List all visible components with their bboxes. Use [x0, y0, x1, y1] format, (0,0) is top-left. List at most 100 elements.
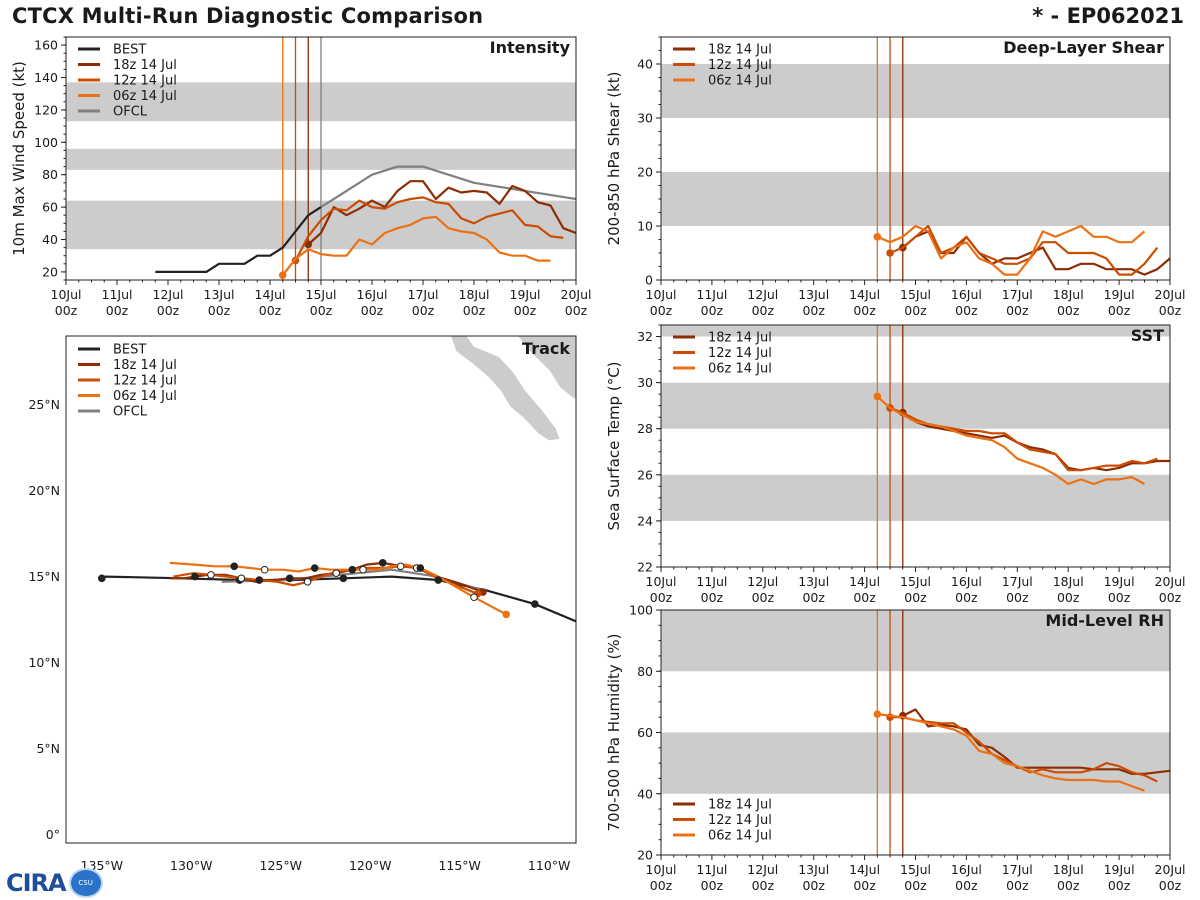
x-tick-label-date: 12Jul: [747, 862, 778, 877]
legend-label: 18z 14 Jul: [113, 58, 177, 73]
x-tick-label-hour: 00z: [208, 303, 231, 318]
main-title: CTCX Multi-Run Diagnostic Comparison: [12, 4, 484, 28]
y-tick-label: 60: [42, 200, 58, 215]
x-tick-label-date: 17Jul: [1002, 862, 1033, 877]
legend-label: 18z 14 Jul: [708, 331, 772, 346]
track-point-marker: [339, 574, 348, 583]
x-tick-label-date: 17Jul: [1002, 574, 1033, 589]
x-tick-label-date: 13Jul: [798, 862, 829, 877]
track-point-marker: [285, 574, 294, 583]
series-line: [281, 215, 551, 276]
x-tick-label-hour: 00z: [412, 303, 435, 318]
x-tick-label-date: 20Jul: [1155, 287, 1186, 302]
x-tick-label-date: 20Jul: [1155, 574, 1186, 589]
x-tick-label-date: 18Jul: [1053, 574, 1084, 589]
x-tick-label-date: 17Jul: [1002, 287, 1033, 302]
x-tick-label-date: 11Jul: [696, 862, 727, 877]
x-tick-label-hour: 00z: [752, 878, 775, 893]
y-tick-label: 20: [637, 848, 653, 863]
lat-tick-label: 0°: [46, 827, 60, 842]
lon-tick-label: 110°W: [528, 858, 570, 873]
lon-tick-label: 130°W: [170, 858, 212, 873]
x-tick-label-hour: 00z: [802, 590, 825, 605]
x-tick-label-date: 20Jul: [1155, 862, 1186, 877]
x-tick-label-hour: 00z: [1159, 303, 1182, 318]
y-tick-label: 26: [637, 467, 653, 482]
x-tick-label-date: 16Jul: [951, 287, 982, 302]
land-baja-california: [450, 336, 561, 442]
x-tick-label-hour: 00z: [1108, 303, 1131, 318]
lat-tick-label: 15°N: [28, 569, 60, 584]
y-axis-label: Sea Surface Temp (°C): [605, 361, 623, 530]
x-tick-label-date: 18Jul: [1053, 287, 1084, 302]
track-point-marker: [303, 577, 312, 586]
legend-label: 18z 14 Jul: [708, 43, 772, 58]
x-tick-label-date: 15Jul: [900, 862, 931, 877]
x-tick-label-hour: 00z: [650, 590, 673, 605]
track-line: [169, 561, 507, 616]
series-line: [902, 708, 1170, 775]
y-tick-label: 80: [42, 167, 58, 182]
x-tick-label-date: 19Jul: [1104, 862, 1135, 877]
x-tick-label-date: 11Jul: [102, 287, 133, 302]
x-tick-label-date: 15Jul: [900, 287, 931, 302]
threshold-band: [661, 172, 1170, 226]
csu-badge-icon: CSU: [68, 868, 103, 898]
y-tick-label: 140: [34, 70, 58, 85]
series-start-marker: [278, 271, 287, 279]
intensity-panel: 2040608010012014016010Jul00z11Jul00z12Ju…: [10, 36, 592, 318]
y-tick-label: 100: [34, 135, 58, 150]
panel-title: SST: [1131, 326, 1164, 345]
track-point-marker: [191, 572, 199, 581]
lat-tick-label: 20°N: [28, 483, 60, 498]
x-tick-label-date: 14Jul: [849, 862, 880, 877]
track-point-marker: [97, 574, 106, 583]
legend-label: 06z 14 Jul: [113, 89, 177, 104]
track-point-marker: [237, 574, 246, 583]
x-tick-label-hour: 00z: [1006, 303, 1029, 318]
track-point-marker: [359, 565, 367, 574]
x-tick-label-date: 11Jul: [696, 287, 727, 302]
x-tick-label-hour: 00z: [106, 303, 129, 318]
x-tick-label-hour: 00z: [853, 590, 876, 605]
y-tick-label: 120: [34, 102, 58, 117]
x-tick-label-hour: 00z: [157, 303, 180, 318]
sst-panel: 22242628303210Jul00z11Jul00z12Jul00z13Ju…: [605, 324, 1186, 605]
track-point-marker: [207, 571, 215, 579]
x-tick-label-hour: 00z: [904, 878, 927, 893]
x-tick-label-hour: 00z: [701, 590, 724, 605]
x-tick-label-hour: 00z: [1006, 590, 1029, 605]
x-tick-label-date: 14Jul: [849, 574, 880, 589]
x-tick-label-hour: 00z: [650, 303, 673, 318]
x-tick-label-hour: 00z: [802, 878, 825, 893]
threshold-band: [661, 610, 1170, 672]
track-point-marker: [260, 565, 269, 574]
y-tick-label: 28: [637, 421, 653, 436]
x-tick-label-hour: 00z: [1159, 878, 1182, 893]
x-tick-label-date: 16Jul: [951, 862, 982, 877]
x-tick-label-hour: 00z: [955, 590, 978, 605]
x-tick-label-hour: 00z: [1057, 303, 1080, 318]
storm-id: * - EP062021: [1032, 4, 1184, 28]
lat-tick-label: 25°N: [28, 397, 60, 412]
x-tick-label-hour: 00z: [904, 303, 927, 318]
track-point-marker: [230, 562, 239, 571]
y-tick-label: 30: [637, 111, 653, 126]
y-tick-label: 22: [637, 560, 653, 575]
x-tick-label-hour: 00z: [701, 303, 724, 318]
legend-label: 12z 14 Jul: [708, 813, 772, 828]
threshold-band: [661, 64, 1170, 118]
threshold-band: [661, 474, 1170, 521]
threshold-band: [661, 325, 1170, 337]
y-tick-label: 40: [637, 57, 653, 72]
x-tick-label-hour: 00z: [1057, 878, 1080, 893]
x-tick-label-hour: 00z: [310, 303, 333, 318]
legend-label: 06z 14 Jul: [113, 389, 177, 404]
track-point-marker: [255, 576, 264, 584]
x-tick-label-date: 16Jul: [951, 574, 982, 589]
lon-tick-label: 125°W: [260, 858, 302, 873]
x-tick-label-hour: 00z: [1108, 590, 1131, 605]
x-tick-label-hour: 00z: [802, 303, 825, 318]
